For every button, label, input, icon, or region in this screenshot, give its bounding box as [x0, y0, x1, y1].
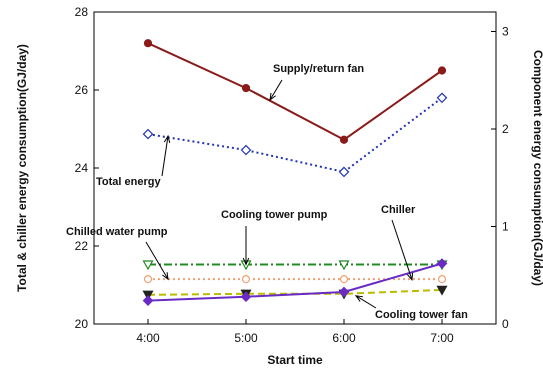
- right-tick-label: 2: [502, 122, 509, 136]
- data-point-cooling-tower-fan: [142, 290, 154, 301]
- annotation-label: Cooling tower fan: [375, 309, 468, 321]
- annotation-arrow: [161, 135, 169, 177]
- right-tick-label: 1: [502, 220, 509, 234]
- series-line-chiller: [147, 262, 443, 302]
- annotation-arrowhead: [163, 134, 171, 143]
- data-point-chilled-water-pump: [339, 275, 349, 284]
- annotation-arrowhead: [162, 272, 169, 281]
- annotation-chiller: Chiller: [381, 204, 416, 282]
- left-tick-label: 20: [75, 317, 89, 331]
- annotation-arrow: [355, 295, 377, 309]
- data-point-chiller: [240, 291, 252, 303]
- annotation-supply-return-fan: Supply/return fan: [269, 63, 364, 101]
- x-tick-label: 6:00: [332, 331, 356, 345]
- right-tick-label: 3: [502, 25, 509, 39]
- x-tick-label: 4:00: [136, 331, 160, 345]
- data-point-supply-return-fan: [437, 66, 447, 75]
- annotation-label: Supply/return fan: [273, 63, 364, 75]
- left-tick-label: 24: [75, 161, 89, 175]
- annotation-chilled-water-pump: Chilled water pump: [66, 226, 169, 281]
- y-axis-right-title: Component energy consumption(GJ/day): [531, 50, 543, 286]
- annotation-label: Chilled water pump: [66, 226, 168, 238]
- series-total-energy: [142, 92, 448, 178]
- annotation-cooling-tower-pump: Cooling tower pump: [221, 209, 328, 266]
- y-axis-left-title: Total & chiller energy consumption(GJ/da…: [15, 44, 29, 292]
- annotation-label: Cooling tower pump: [221, 209, 328, 221]
- annotation-arrow: [269, 79, 283, 101]
- data-point-total-energy: [436, 92, 448, 104]
- plot-frame: [93, 11, 497, 325]
- right-tick-label: 0: [502, 317, 509, 331]
- annotation-arrowhead: [354, 295, 363, 302]
- data-point-cooling-tower-pump: [338, 260, 350, 271]
- annotation-arrow: [391, 219, 413, 280]
- left-axis-ticks: 20 22 24 26 28: [75, 5, 99, 331]
- right-axis-ticks: 0 1 2 3: [491, 25, 509, 331]
- x-tick-label: 5:00: [234, 331, 258, 345]
- data-point-chilled-water-pump: [143, 275, 153, 284]
- x-tick-label: 7:00: [430, 331, 454, 345]
- data-point-total-energy: [240, 144, 252, 156]
- data-point-chiller: [142, 295, 154, 306]
- annotation-label: Chiller: [381, 204, 416, 216]
- left-tick-label: 28: [75, 5, 89, 19]
- data-point-chiller: [338, 286, 350, 298]
- series-cooling-tower-fan: [142, 285, 448, 301]
- data-point-cooling-tower-fan: [436, 285, 448, 296]
- series-chiller: [142, 258, 448, 306]
- data-point-chilled-water-pump: [241, 275, 251, 284]
- annotation-arrowhead: [406, 272, 414, 282]
- data-point-supply-return-fan: [339, 135, 349, 144]
- x-axis-ticks: 4:00 5:00 6:00 7:00: [136, 319, 454, 345]
- annotation-total-energy: Total energy: [96, 134, 171, 188]
- data-point-chiller: [436, 258, 448, 269]
- data-point-total-energy: [338, 166, 350, 178]
- series-layer: [142, 39, 448, 306]
- data-point-supply-return-fan: [143, 39, 153, 48]
- series-cooling-tower-pump: [142, 260, 448, 271]
- left-tick-label: 26: [75, 83, 89, 97]
- series-line-supply-return-fan: [147, 42, 443, 141]
- series-chilled-water-pump: [143, 275, 447, 284]
- data-point-cooling-tower-pump: [142, 260, 154, 271]
- data-point-supply-return-fan: [241, 83, 251, 93]
- annotation-cooling-tower-fan: Cooling tower fan: [354, 295, 468, 321]
- annotation-arrowhead: [269, 92, 276, 101]
- left-tick-label: 22: [75, 239, 89, 253]
- annotation-layer: Supply/return fan Total energy Cooling tow…: [66, 63, 468, 321]
- series-line-total-energy: [147, 97, 443, 173]
- x-axis-title: Start time: [267, 353, 323, 367]
- series-supply-return-fan: [143, 39, 447, 144]
- annotation-label: Total energy: [96, 176, 161, 188]
- annotation-arrowhead: [242, 257, 250, 266]
- data-point-total-energy: [142, 128, 154, 140]
- annotation-arrow: [145, 241, 169, 280]
- data-point-chilled-water-pump: [437, 275, 447, 284]
